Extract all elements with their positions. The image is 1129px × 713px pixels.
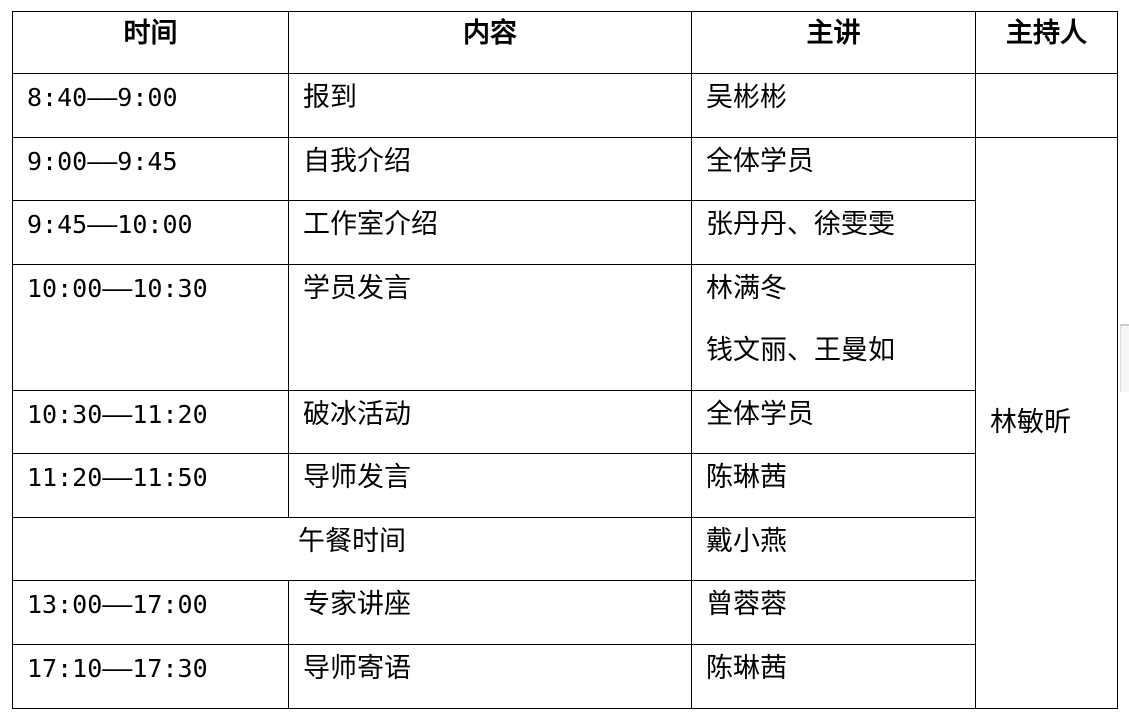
speaker-cell: 曾蓉蓉 <box>691 580 976 645</box>
time-cell: 9:45——10:00 <box>12 200 289 265</box>
table-row: 10:30——11:20 破冰活动 全体学员 <box>12 390 1118 454</box>
time-cell: 10:00——10:30 <box>12 264 289 391</box>
table-row: 午餐时间 戴小燕 <box>12 517 1118 581</box>
table-row: 9:00——9:45 自我介绍 全体学员 林敏昕 <box>12 137 1118 709</box>
header-content: 内容 <box>288 11 692 74</box>
time-cell: 11:20——11:50 <box>12 453 289 518</box>
content-cell: 报到 <box>288 73 692 138</box>
table-row: 8:40——9:00 报到 吴彬彬 <box>12 73 1118 138</box>
table-row: 13:00——17:00 专家讲座 曾蓉蓉 <box>12 580 1118 645</box>
page-edge <box>1120 324 1129 392</box>
speaker-cell: 全体学员 <box>691 137 976 201</box>
content-cell: 工作室介绍 <box>288 200 692 265</box>
time-cell: 13:00——17:00 <box>12 580 289 645</box>
table-row: 10:00——10:30 学员发言 林满冬钱文丽、王曼如 <box>12 264 1118 391</box>
table-row: 17:10——17:30 导师寄语 陈琳茜 <box>12 644 1118 709</box>
content-cell: 导师寄语 <box>288 644 692 709</box>
host-cell-empty <box>975 73 1118 138</box>
table-row: 9:45——10:00 工作室介绍 张丹丹、徐雯雯 <box>12 200 1118 265</box>
time-cell: 10:30——11:20 <box>12 390 289 454</box>
time-cell: 9:00——9:45 <box>12 137 289 201</box>
time-cell: 8:40——9:00 <box>12 73 289 138</box>
speaker-cell: 陈琳茜 <box>691 644 976 709</box>
speaker-line: 林满冬 <box>706 273 787 304</box>
speaker-cell: 吴彬彬 <box>691 73 976 138</box>
header-time: 时间 <box>12 11 289 74</box>
table-row: 11:20——11:50 导师发言 陈琳茜 <box>12 453 1118 518</box>
lunch-cell: 午餐时间 <box>12 517 692 581</box>
content-cell: 自我介绍 <box>288 137 692 201</box>
header-row: 时间 内容 主讲 主持人 <box>12 11 1118 74</box>
speaker-cell: 戴小燕 <box>691 517 976 581</box>
time-cell: 17:10——17:30 <box>12 644 289 709</box>
speaker-cell: 张丹丹、徐雯雯 <box>691 200 976 265</box>
header-speaker: 主讲 <box>691 11 976 74</box>
speaker-cell: 陈琳茜 <box>691 453 976 518</box>
content-cell: 专家讲座 <box>288 580 692 645</box>
speaker-cell: 全体学员 <box>691 390 976 454</box>
host-cell: 林敏昕 <box>975 137 1118 709</box>
content-cell: 导师发言 <box>288 453 692 518</box>
speaker-line: 钱文丽、王曼如 <box>706 335 895 366</box>
schedule-table: 时间 内容 主讲 主持人 8:40——9:00 报到 吴彬彬 9:00——9:4… <box>12 11 1118 709</box>
content-cell: 学员发言 <box>288 264 692 391</box>
header-host: 主持人 <box>975 11 1118 74</box>
speaker-cell: 林满冬钱文丽、王曼如 <box>691 264 976 391</box>
content-cell: 破冰活动 <box>288 390 692 454</box>
